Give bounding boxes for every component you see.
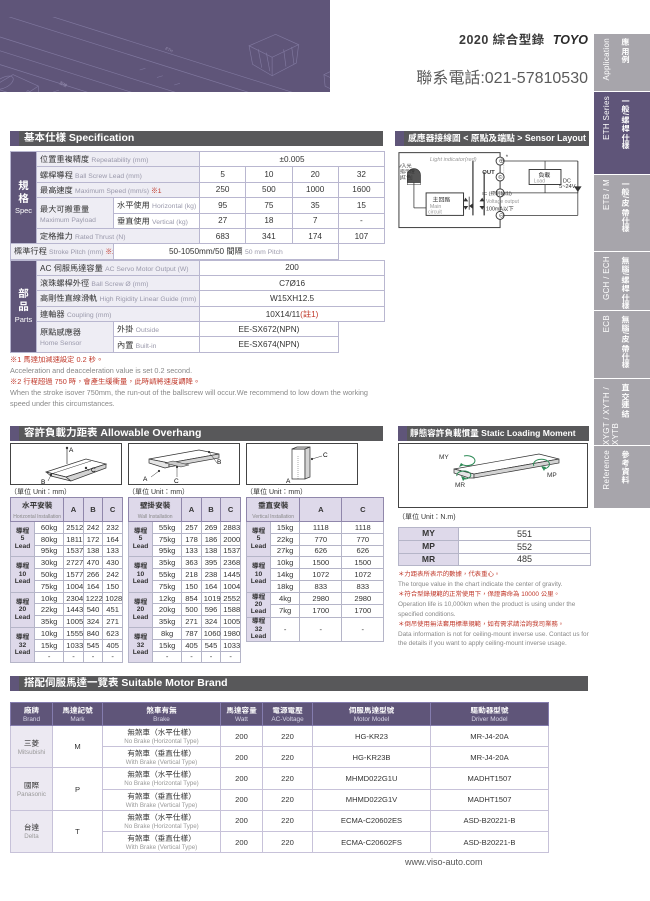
svg-text:Light indicator(red): Light indicator(red) [430, 157, 477, 163]
svg-text:C: C [91, 467, 96, 474]
svg-text:⊖: ⊖ [499, 213, 505, 220]
svg-text:100mA以下: 100mA以下 [486, 206, 514, 213]
svg-text:A: A [69, 447, 74, 454]
svg-text:B: B [217, 459, 221, 466]
svg-text:A: A [143, 476, 148, 483]
svg-text:⊕: ⊕ [499, 158, 505, 165]
svg-text:*: * [506, 154, 509, 161]
svg-text:OUT: OUT [482, 170, 495, 176]
svg-text:C: C [174, 478, 179, 485]
svg-text:A: A [286, 478, 291, 485]
svg-text:Voltage output: Voltage output [486, 199, 519, 205]
svg-text:⁄⁄入光: ⁄⁄入光 [399, 164, 412, 170]
svg-text:主回路: 主回路 [433, 195, 451, 203]
svg-text:Load: Load [534, 179, 545, 185]
svg-text:circuit: circuit [428, 210, 442, 216]
svg-text:MR: MR [455, 482, 465, 489]
svg-text:B: B [41, 479, 45, 486]
svg-text:MY: MY [439, 454, 449, 461]
svg-text:MP: MP [547, 472, 557, 479]
svg-text:5~24V: 5~24V [559, 184, 576, 190]
svg-text:C: C [323, 452, 328, 459]
